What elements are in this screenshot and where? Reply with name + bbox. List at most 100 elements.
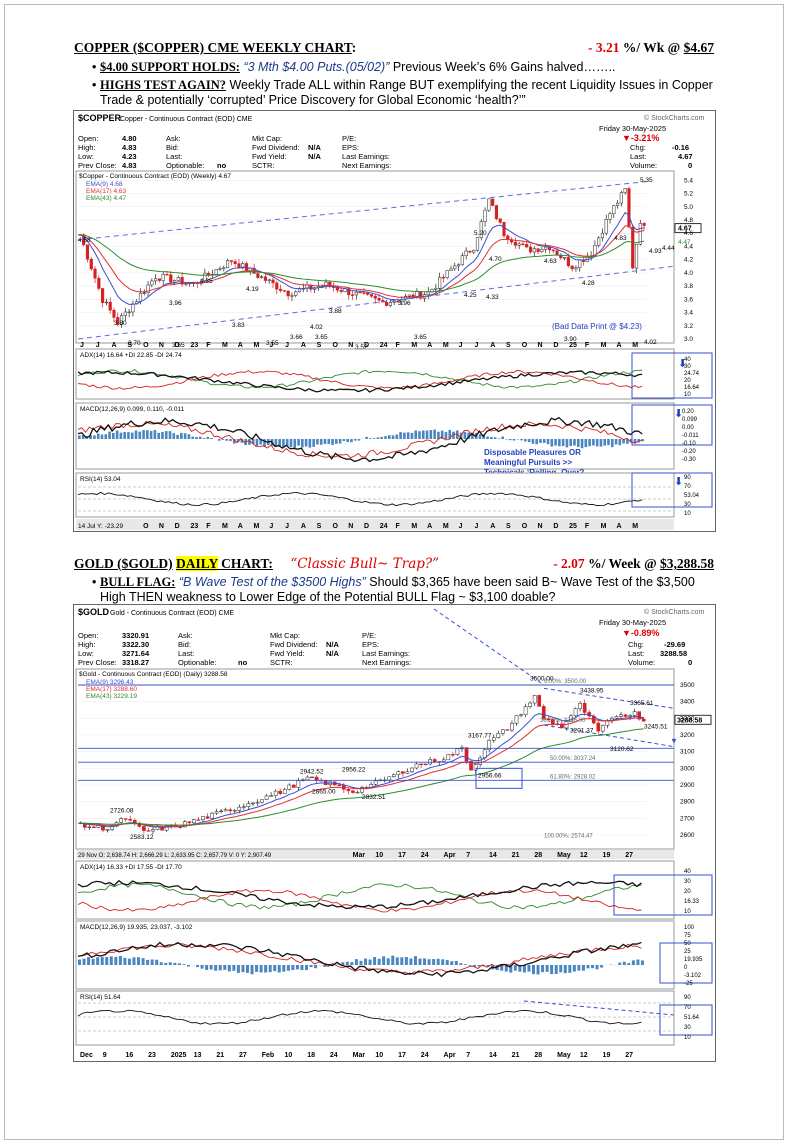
macd-bar: [130, 432, 134, 439]
macd-bar: [395, 434, 399, 439]
fib-label: 0.00%: 3500.00: [544, 679, 587, 685]
candle-body: [160, 826, 164, 831]
macd-bar: [527, 965, 531, 972]
candle-body: [119, 818, 124, 823]
candle-body: [294, 291, 298, 296]
xtick-label: 27: [239, 1052, 247, 1059]
gold-pct: ▼-0.89%: [622, 628, 659, 638]
xtick-label: A: [616, 523, 621, 530]
candle-body: [451, 754, 455, 756]
lbl-lastearn: Last Earnings:: [342, 152, 390, 161]
ema17-line: [79, 225, 645, 298]
macd-bar: [134, 430, 138, 439]
candle-body: [528, 246, 533, 253]
ytick-label: 3.8: [684, 283, 693, 290]
candle-body: [119, 315, 124, 325]
candle-body: [441, 759, 446, 762]
macd-bar: [89, 434, 92, 439]
price-tag: 4.67: [678, 226, 692, 233]
candle-body: [369, 294, 374, 297]
price-label: 5.35: [640, 177, 653, 184]
macd-bar: [386, 958, 390, 965]
xtick-label: O: [143, 342, 149, 349]
signal-line: [77, 420, 643, 459]
ytick-label: 4.6: [684, 230, 693, 237]
macd-bar: [264, 965, 268, 973]
candle-body: [157, 278, 161, 281]
highlight-box: [659, 942, 713, 984]
xtick-label: 14: [489, 1052, 497, 1059]
candle-body: [596, 722, 601, 732]
candle-body: [449, 268, 453, 271]
macd-bar: [607, 439, 610, 446]
macd-bar: [468, 965, 472, 966]
xtick-label: A: [238, 523, 243, 530]
macd-bar: [159, 962, 163, 965]
macd-bar: [168, 962, 172, 965]
xtick-label: F: [206, 342, 211, 349]
candle-body: [290, 295, 294, 297]
g-lbl-last: Last:: [178, 649, 194, 658]
xtick-label: 23: [190, 523, 198, 530]
macd-bar: [305, 965, 308, 971]
candle-body: [537, 695, 542, 707]
xtick-label: A: [112, 342, 117, 349]
macd-bar: [323, 439, 327, 445]
candle-body: [419, 763, 423, 766]
highlight-box: [613, 874, 713, 916]
candle-body: [513, 241, 517, 246]
gold-top-x-bar: [76, 850, 674, 859]
macd-bar: [93, 435, 96, 439]
macd-bar: [245, 965, 249, 973]
macd-bar: [452, 431, 455, 439]
xtick-label-top: 21: [512, 852, 520, 859]
price-label: 3120.62: [610, 746, 634, 753]
candle-body: [632, 711, 637, 716]
candle-body: [282, 290, 286, 292]
candle-body: [218, 268, 222, 270]
xtick-label: J: [459, 523, 463, 530]
candle-body: [339, 289, 343, 292]
candle-body: [275, 282, 279, 290]
macd-bar: [436, 958, 440, 965]
price-label: 4.70: [489, 256, 502, 263]
xtick-label: F: [585, 342, 590, 349]
candle-body: [387, 776, 392, 781]
macd-bar: [225, 439, 229, 441]
xtick-label: S: [317, 523, 322, 530]
macd-bar: [595, 965, 599, 970]
candle-body: [605, 720, 610, 726]
xtick-label: N: [159, 342, 164, 349]
candle-body: [150, 280, 154, 286]
gold-daily: DAILY: [176, 556, 218, 571]
candle-body: [151, 829, 155, 832]
ema43-tag: 4.47: [678, 239, 691, 246]
lbl-last-r: Last:: [630, 152, 646, 161]
lbl-low: Low:: [78, 152, 94, 161]
gold-macd-lines: 100 75 50 25 19.935 0 -3.102 -25: [77, 925, 713, 987]
xtick-label: May: [557, 1052, 571, 1059]
price-label: 3.90: [564, 336, 577, 343]
candle-body: [362, 292, 366, 294]
candle-body: [346, 789, 351, 792]
macd-bar: [640, 960, 644, 965]
candle-body: [472, 249, 476, 253]
candle-body: [85, 244, 90, 260]
copper-price: $4.67: [683, 40, 714, 55]
candle-body: [560, 723, 564, 729]
macd-bar: [295, 965, 299, 970]
copper-low: 4.23: [122, 152, 137, 161]
price-label: 4.33: [486, 294, 499, 301]
macd-bar: [300, 965, 304, 971]
copper-last: 4.67: [678, 152, 693, 161]
macd-bar: [164, 431, 168, 439]
candle-body: [337, 784, 342, 787]
candle-body: [628, 715, 632, 717]
price-label: 5.20: [474, 230, 487, 237]
macd-bar: [433, 429, 436, 439]
callout-line: [433, 608, 545, 686]
fib-label: 100.00%: 2574.47: [544, 833, 593, 839]
candle-body: [441, 277, 445, 279]
macd-bar: [250, 965, 254, 975]
gold-heading: GOLD ($GOLD) DAILY CHART: “Classic Bull~…: [74, 556, 714, 572]
